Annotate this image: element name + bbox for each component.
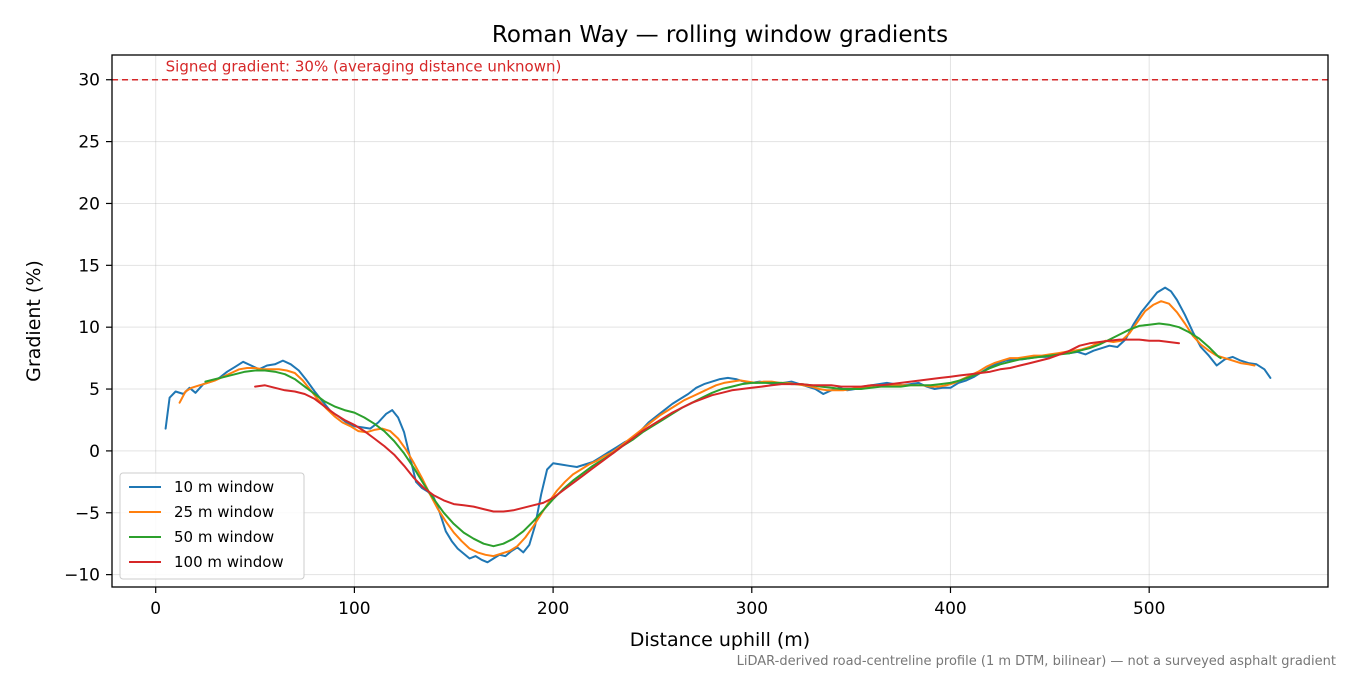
y-tick-label: 15 bbox=[78, 256, 100, 276]
series-line-2 bbox=[178, 300, 1256, 558]
x-tick-label: 100 bbox=[338, 599, 370, 619]
y-tick-label: 0 bbox=[89, 442, 100, 462]
x-axis-ticks: 0 100 200 300 400 500 bbox=[150, 587, 1165, 619]
y-tick-label: 5 bbox=[89, 380, 100, 400]
footnote: LiDAR-derived road-centreline profile (1… bbox=[737, 654, 1336, 669]
legend-box bbox=[119, 472, 305, 580]
series-line-1 bbox=[164, 286, 1272, 564]
legend: 10 m window 25 m window 50 m window 100 m w… bbox=[119, 472, 305, 580]
y-tick-label: 10 bbox=[78, 318, 100, 338]
x-axis-label: Distance uphill (m) bbox=[630, 629, 810, 651]
reference-line-group: Signed gradient: 30% (averaging distance… bbox=[112, 58, 1328, 81]
y-tick-label: 20 bbox=[78, 194, 100, 214]
y-tick-label: 30 bbox=[78, 71, 100, 91]
x-tick-label: 0 bbox=[150, 599, 161, 619]
plot-frame bbox=[111, 54, 1329, 588]
y-tick-label: 25 bbox=[78, 133, 100, 153]
series-group bbox=[164, 286, 1272, 564]
x-tick-label: 500 bbox=[1133, 599, 1165, 619]
signed-gradient-annotation: Signed gradient: 30% (averaging distance… bbox=[166, 58, 562, 76]
chart-title: Roman Way — rolling window gradients bbox=[492, 22, 948, 48]
y-axis-label: Gradient (%) bbox=[23, 260, 45, 382]
x-tick-label: 300 bbox=[736, 599, 768, 619]
y-axis-ticks: −10 −5 0 5 10 15 20 25 30 bbox=[64, 71, 112, 586]
legend-label: 50 m window bbox=[174, 528, 274, 546]
y-tick-label: −10 bbox=[64, 566, 100, 586]
legend-label: 10 m window bbox=[174, 478, 274, 496]
x-tick-label: 200 bbox=[537, 599, 569, 619]
legend-label: 25 m window bbox=[174, 503, 274, 521]
legend-label: 100 m window bbox=[174, 553, 284, 571]
x-tick-label: 400 bbox=[934, 599, 966, 619]
y-tick-label: −5 bbox=[75, 504, 100, 524]
series-line-4 bbox=[254, 338, 1180, 513]
